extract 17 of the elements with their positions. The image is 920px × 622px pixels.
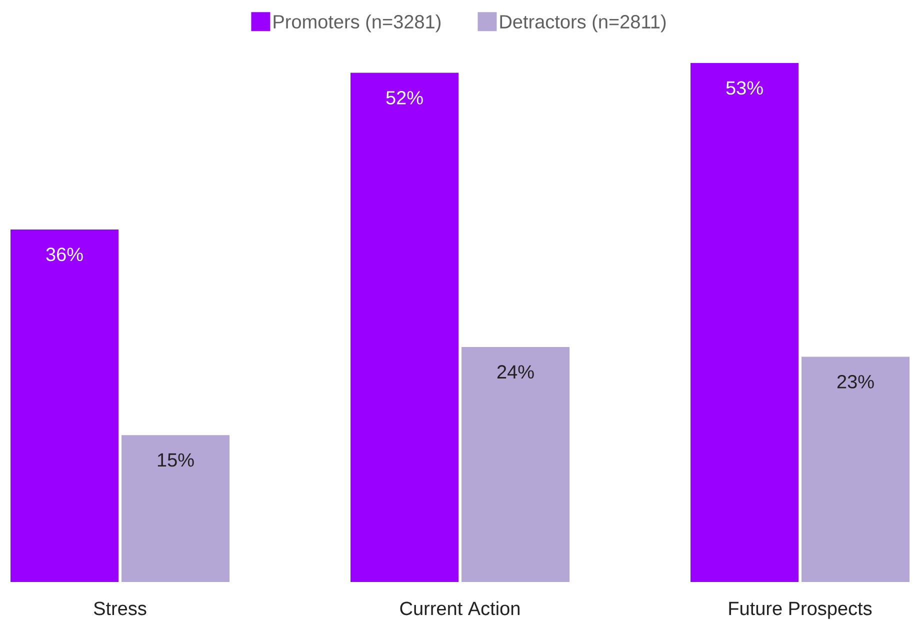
- bar: [802, 356, 910, 582]
- legend-label: Promoters (n=3281): [274, 14, 440, 32]
- data-label: 52%: [386, 90, 423, 104]
- bar: [690, 63, 799, 582]
- data-label: 23%: [837, 374, 874, 388]
- data-label: 24%: [497, 365, 534, 379]
- bar: [350, 72, 459, 582]
- x-tick-label: Current Action: [400, 601, 520, 616]
- x-tick-label: Stress: [94, 602, 146, 616]
- bar: [122, 435, 230, 582]
- data-label: 53%: [726, 81, 763, 95]
- x-tick-label: Future Prospects: [729, 602, 872, 619]
- data-label: 36%: [46, 248, 83, 262]
- data-label: 15%: [158, 453, 194, 467]
- bar: [462, 346, 570, 582]
- legend-label: Detractors (n=2811): [500, 14, 666, 32]
- bar: [10, 229, 119, 582]
